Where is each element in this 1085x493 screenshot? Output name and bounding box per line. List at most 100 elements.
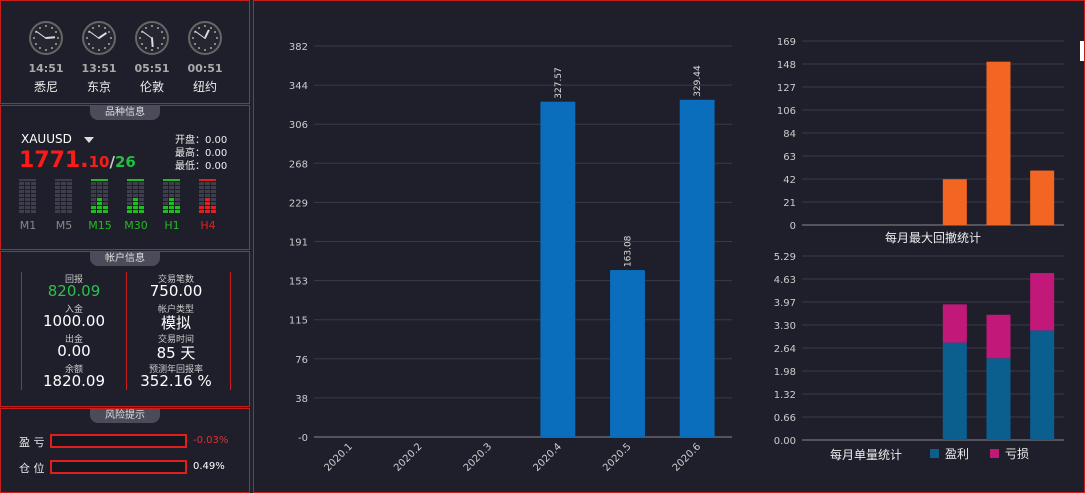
- clock-tick: [192, 37, 194, 39]
- meter-cell: [97, 182, 102, 185]
- timeframe-meter[interactable]: [127, 179, 145, 214]
- meter-cell: [169, 202, 174, 205]
- clock-tick: [193, 43, 196, 45]
- bar-loss[interactable]: [986, 314, 1011, 359]
- account-label: 余额: [64, 365, 83, 375]
- timeframe-label[interactable]: M5: [55, 219, 73, 232]
- x-tick-label: 2020.1: [322, 441, 355, 474]
- bar-profit[interactable]: [942, 342, 967, 440]
- clock-tick: [198, 26, 200, 29]
- clock-tick: [161, 31, 164, 33]
- timeframe-meter[interactable]: [55, 179, 73, 214]
- meter-cell: [91, 198, 96, 201]
- x-tick-label: 2020.4: [531, 441, 564, 474]
- account-value: 1820.09: [42, 372, 106, 390]
- meter-cell: [169, 182, 174, 185]
- timeframe-meter[interactable]: [19, 179, 37, 214]
- y-tick-label: 153: [289, 277, 308, 288]
- timeframe-label[interactable]: H1: [164, 219, 180, 232]
- timeframe-label[interactable]: M30: [124, 219, 148, 232]
- meter-cell: [169, 194, 174, 197]
- y-tick-label: 2.64: [774, 344, 796, 355]
- meter-cell: [133, 198, 138, 201]
- meter-cell: [67, 202, 72, 205]
- meter-cell: [91, 194, 96, 197]
- account-panel: 帐户信息 回报 820.09 交易笔数 750.00 入金 1000.00 帐户类型 模拟 出金…: [0, 251, 250, 407]
- account-value: 352.16 %: [140, 372, 212, 390]
- clock-tick: [157, 47, 159, 50]
- bar[interactable]: [986, 61, 1011, 226]
- y-tick-label: 3.97: [774, 298, 796, 309]
- y-tick-label: 3.30: [774, 321, 796, 332]
- clock-tick: [139, 37, 141, 39]
- bar-profit[interactable]: [1030, 330, 1055, 440]
- meter-cell: [25, 186, 30, 189]
- meter-cell: [19, 186, 24, 189]
- bar-loss[interactable]: [942, 304, 967, 343]
- meter-cell: [205, 206, 210, 209]
- meter-cell: [103, 186, 108, 189]
- meter-cell: [67, 206, 72, 209]
- bar-data-label: 327.57: [554, 67, 564, 99]
- y-tick-label: 42: [783, 175, 796, 186]
- clock-tick: [161, 43, 164, 45]
- y-tick-label: 63: [783, 152, 796, 163]
- meter-cell: [61, 190, 66, 193]
- bar-profit[interactable]: [986, 358, 1011, 440]
- bar[interactable]: [942, 179, 967, 225]
- clock-tick: [98, 49, 100, 51]
- meter-cell: [127, 210, 132, 213]
- clock-icon: [82, 21, 116, 55]
- bar[interactable]: [610, 270, 645, 437]
- bar[interactable]: [679, 99, 715, 437]
- meter-cell: [211, 186, 216, 189]
- volume-chart-title: 每月单量统计: [830, 447, 902, 462]
- meter-cell: [19, 210, 24, 213]
- account-label: 预测年回报率: [148, 365, 203, 375]
- meter-cell: [163, 194, 168, 197]
- meter-cell: [175, 198, 180, 201]
- clock-tick: [210, 26, 212, 29]
- legend-swatch: [930, 449, 939, 458]
- meter-cell: [127, 198, 132, 201]
- symbol-selector[interactable]: XAUUSD: [21, 132, 94, 146]
- account-value: 85 天: [156, 344, 196, 362]
- scrollbar-handle[interactable]: [1080, 41, 1084, 61]
- timeframe-meter[interactable]: [163, 179, 181, 214]
- price-separator: /: [109, 153, 115, 171]
- y-tick-label: 76: [295, 355, 308, 366]
- timeframe-label[interactable]: M15: [88, 219, 112, 232]
- meter-cell: [211, 194, 216, 197]
- timeframe-meter[interactable]: [199, 179, 217, 214]
- meter-cell: [25, 182, 30, 185]
- meter-cell: [211, 202, 216, 205]
- meter-cell: [139, 182, 144, 185]
- clock-tick: [55, 31, 58, 33]
- timeframe-meter[interactable]: [91, 179, 109, 214]
- timeframe-label[interactable]: M1: [19, 219, 37, 232]
- clock-tick: [214, 31, 217, 33]
- meter-cell: [91, 186, 96, 189]
- bar[interactable]: [1030, 170, 1055, 225]
- meter-cell: [175, 202, 180, 205]
- account-label: 交易笔数: [157, 275, 194, 285]
- timeframe-label[interactable]: H4: [200, 219, 216, 232]
- bar[interactable]: [540, 101, 576, 438]
- account-value: 750.00: [149, 282, 203, 300]
- clock-tick: [55, 43, 58, 45]
- meter-cell: [61, 202, 66, 205]
- high-price: 最高：0.00: [175, 148, 228, 159]
- meter-cell: [199, 194, 204, 197]
- meter-cell: [139, 202, 144, 205]
- clock-hour-hand: [45, 36, 56, 39]
- clock-tick: [39, 47, 41, 50]
- bar-loss[interactable]: [1030, 273, 1055, 331]
- risk-frame-top: [1, 409, 251, 410]
- price-display: 1771.10/26: [19, 148, 136, 173]
- price-main: 1771.: [19, 148, 89, 173]
- clock-tick: [57, 37, 59, 39]
- meter-cell: [103, 182, 108, 185]
- meter-cell: [61, 206, 66, 209]
- meter-cell: [31, 198, 36, 201]
- account-label: 出金: [64, 335, 83, 345]
